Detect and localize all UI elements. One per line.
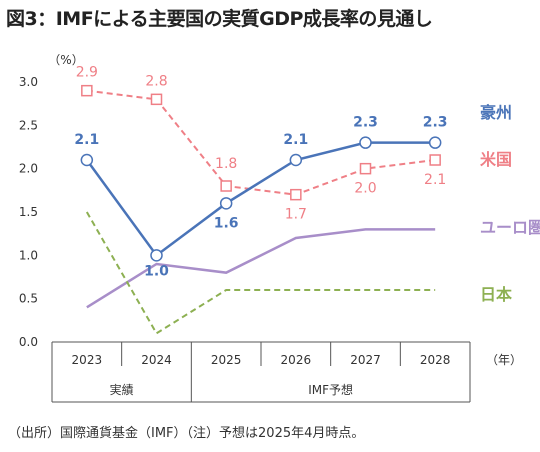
x-tick-label: 2025 [211, 353, 242, 367]
data-label-us: 1.8 [215, 156, 237, 172]
data-point-us [220, 180, 232, 192]
y-tick-label: 1.0 [19, 248, 38, 262]
series-name-label: 米国 [480, 150, 512, 169]
x-unit-label: （年） [486, 353, 522, 367]
data-point-us [429, 154, 441, 166]
data-label-australia: 1.0 [144, 263, 169, 279]
x-tick-label: 2027 [350, 353, 381, 367]
data-point-us [81, 84, 93, 97]
chart-title: 図3：IMFによる主要国の実質GDP成長率の見通し [6, 8, 433, 30]
data-point-australia [80, 153, 94, 167]
y-tick-label: 3.0 [19, 75, 38, 89]
x-tick-label: 2023 [72, 353, 103, 367]
series-line-australia [85, 141, 436, 258]
data-label-australia: 2.3 [353, 115, 378, 131]
data-label-us: 1.7 [285, 207, 307, 223]
y-tick-label: 0.5 [19, 292, 38, 306]
data-point-us [359, 162, 372, 175]
y-tick-label: 2.5 [19, 118, 38, 132]
data-point-australia [359, 136, 372, 149]
data-point-australia [428, 136, 442, 149]
y-tick-label: 1.5 [19, 205, 38, 219]
y-tick-label: 2.0 [19, 162, 38, 176]
series-name-label: ユーロ圏 [480, 218, 540, 237]
data-label-australia: 1.6 [214, 215, 239, 231]
data-label-us: 2.1 [424, 172, 446, 188]
data-label-us: 2.8 [145, 73, 167, 89]
data-point-australia [150, 249, 163, 262]
x-group-label: IMF予想 [308, 382, 353, 397]
y-unit-label: （%） [48, 53, 83, 67]
x-tick-label: 2024 [141, 353, 172, 367]
series-line-euro [86, 228, 436, 309]
data-label-australia: 2.1 [283, 132, 308, 148]
x-group-label: 実績 [110, 382, 134, 397]
data-point-australia [219, 197, 233, 210]
x-tick-label: 2026 [281, 353, 312, 367]
data-label-us: 2.9 [76, 65, 98, 81]
y-tick-label: 0.0 [19, 335, 38, 349]
data-point-australia [289, 153, 303, 167]
x-tick-label: 2028 [420, 353, 451, 367]
data-point-us [290, 188, 302, 201]
data-label-australia: 2.3 [423, 115, 448, 131]
data-label-us: 2.0 [354, 181, 376, 197]
series-name-label: 日本 [480, 285, 512, 304]
series-line-japan [85, 211, 436, 335]
series-name-label: 豪州 [480, 103, 512, 122]
data-point-us [150, 93, 163, 106]
source-note: （出所）国際通貨基金（IMF）（注）予想は2025年4月時点。 [8, 426, 365, 441]
data-label-australia: 2.1 [74, 132, 99, 148]
